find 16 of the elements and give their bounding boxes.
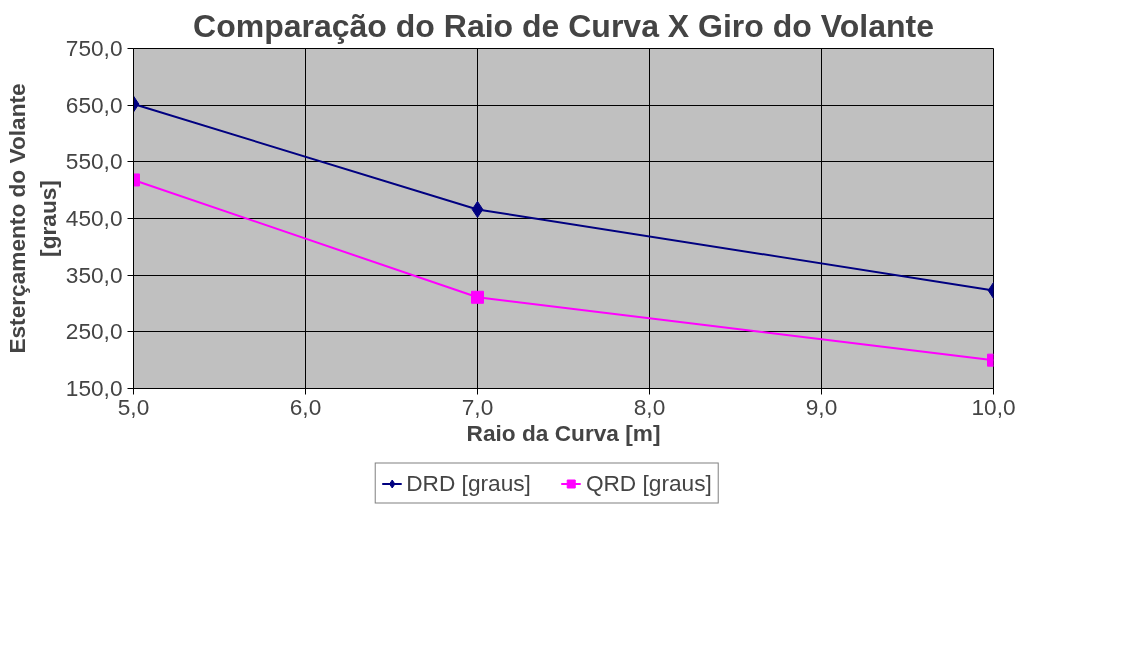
- y-tick-label: 350,0: [65, 261, 123, 288]
- y-tick-label: 450,0: [65, 205, 123, 231]
- x-axis-title: Raio da Curva [m]: [466, 419, 661, 446]
- x-tick-label: 8,0: [633, 393, 666, 420]
- x-tick-label: 10,0: [971, 393, 1016, 420]
- legend-label: DRD [graus]: [406, 469, 531, 497]
- chart-title: Comparação do Raio de Curva X Giro do Volante: [193, 7, 934, 44]
- y-tick-label: 650,0: [65, 91, 123, 118]
- x-tick-label: 6,0: [289, 393, 322, 420]
- x-tick-label: 7,0: [461, 393, 494, 420]
- y-tick-label: 550,0: [65, 148, 123, 175]
- legend-label: QRD [graus]: [585, 469, 712, 497]
- y-tick-label: 250,0: [65, 318, 123, 345]
- y-axis-title: Esterçamento do Volante [graus]: [3, 83, 61, 354]
- y-tick-label: 750,0: [65, 35, 123, 61]
- x-tick-label: 9,0: [805, 393, 838, 420]
